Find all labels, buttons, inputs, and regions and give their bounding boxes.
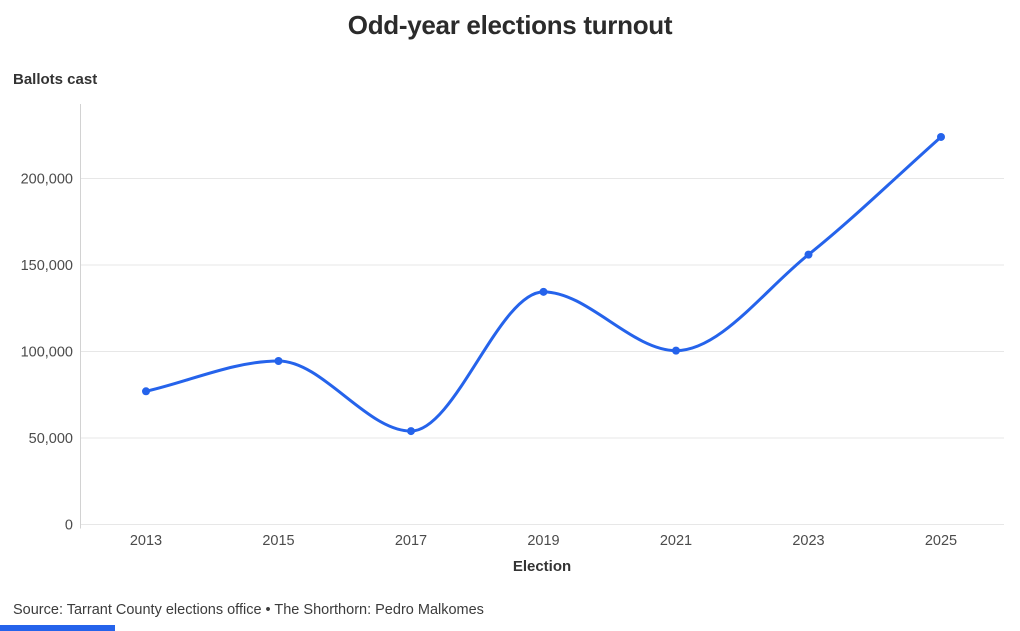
data-point-2017 (407, 427, 415, 436)
source-attribution: Source: Tarrant County elections office … (13, 602, 484, 618)
brand-bar (0, 625, 115, 631)
x-tick-label: 2023 (792, 533, 824, 549)
data-point-2025 (937, 132, 945, 141)
data-point-2021 (672, 346, 680, 355)
x-axis-title: Election (512, 558, 572, 575)
y-tick-label: 0 (65, 518, 73, 534)
x-tick-label: 2025 (925, 533, 957, 549)
y-tick-label: 50,000 (29, 431, 73, 447)
y-tick-label: 200,000 (21, 172, 73, 188)
y-tick-label: 150,000 (21, 258, 73, 274)
y-tick-label: 100,000 (21, 345, 73, 361)
y-axis-title: Ballots cast (13, 71, 98, 88)
data-point-2013 (142, 387, 150, 396)
x-tick-label: 2019 (527, 533, 559, 549)
x-tick-label: 2017 (395, 533, 427, 549)
x-tick-label: 2021 (660, 533, 692, 549)
x-tick-label: 2013 (130, 533, 162, 549)
chart-title: Odd-year elections turnout (347, 10, 673, 40)
data-point-2023 (804, 250, 813, 259)
data-point-2019 (539, 287, 548, 296)
data-line (144, 135, 943, 433)
data-point-2015 (274, 357, 283, 366)
x-tick-label: 2015 (262, 533, 294, 549)
